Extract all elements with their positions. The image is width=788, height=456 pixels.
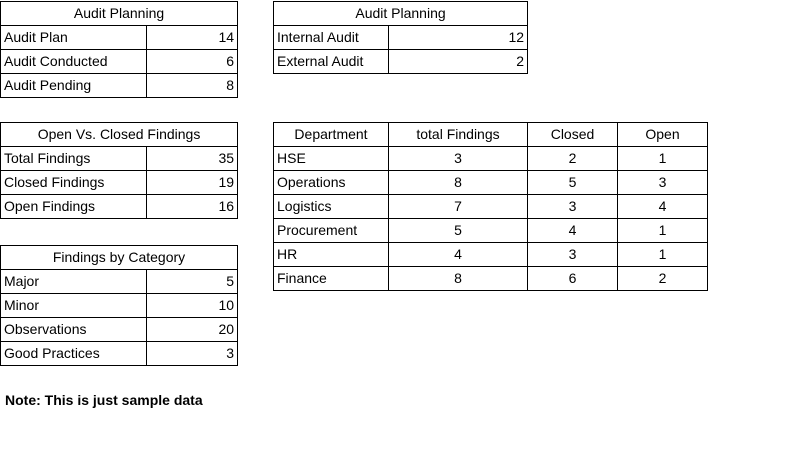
row-label: Good Practices [0,341,147,366]
table-row: HR 4 3 1 [273,242,708,267]
row-value: 16 [145,194,239,219]
open-value: 1 [617,242,708,267]
audit-planning-title: Audit Planning [0,1,239,26]
total-findings-value: 5 [388,218,528,243]
row-value: 19 [145,170,239,195]
row-value: 2 [387,49,529,74]
department-name: Procurement [273,218,389,243]
open-value: 3 [617,170,708,195]
open-value: 2 [617,266,708,291]
audit-planning-table: Audit Planning Audit Plan 14 Audit Condu… [0,1,239,98]
table-row: External Audit 2 [273,49,529,74]
row-label: Open Findings [0,194,147,219]
row-value: 8 [145,73,239,98]
department-name: HSE [273,146,389,171]
table-row: Observations 20 [0,317,239,342]
findings-by-category-title: Findings by Category [0,245,239,270]
closed-value: 2 [527,146,618,171]
department-name: Operations [273,170,389,195]
row-value: 20 [145,317,239,342]
row-value: 5 [145,269,239,294]
row-label: Closed Findings [0,170,147,195]
closed-value: 3 [527,194,618,219]
row-value: 6 [145,49,239,74]
row-value: 35 [145,146,239,171]
table-row: Procurement 5 4 1 [273,218,708,243]
column-header-department: Department [273,122,389,147]
department-findings-table: Department total Findings Closed Open HS… [273,122,708,291]
row-label: Audit Plan [0,25,147,50]
table-row: Minor 10 [0,293,239,318]
column-header-closed: Closed [527,122,618,147]
open-value: 1 [617,146,708,171]
sample-data-note: Note: This is just sample data [5,392,203,408]
row-value: 3 [145,341,239,366]
row-label: Internal Audit [273,25,389,50]
closed-value: 4 [527,218,618,243]
open-vs-closed-title: Open Vs. Closed Findings [0,122,239,147]
closed-value: 3 [527,242,618,267]
column-header-open: Open [617,122,708,147]
table-row: Good Practices 3 [0,341,239,366]
row-label: Audit Pending [0,73,147,98]
total-findings-value: 8 [388,266,528,291]
open-value: 4 [617,194,708,219]
table-row: Audit Plan 14 [0,25,239,50]
column-header-total-findings: total Findings [388,122,528,147]
table-row: Audit Pending 8 [0,73,239,98]
row-value: 12 [387,25,529,50]
audit-type-table: Audit Planning Internal Audit 12 Externa… [272,1,529,74]
row-label: External Audit [273,49,389,74]
row-value: 10 [145,293,239,318]
table-row: Finance 8 6 2 [273,266,708,291]
row-label: Total Findings [0,146,147,171]
department-name: HR [273,242,389,267]
row-label: Audit Conducted [0,49,147,74]
open-value: 1 [617,218,708,243]
table-row: Open Findings 16 [0,194,239,219]
row-label: Observations [0,317,147,342]
table-row: Operations 8 5 3 [273,170,708,195]
table-row: Total Findings 35 [0,146,239,171]
total-findings-value: 4 [388,242,528,267]
row-label: Minor [0,293,147,318]
audit-type-title: Audit Planning [272,1,529,26]
table-row: Logistics 7 3 4 [273,194,708,219]
table-row: Internal Audit 12 [273,25,529,50]
department-name: Logistics [273,194,389,219]
findings-by-category-table: Findings by Category Major 5 Minor 10 Ob… [0,245,239,366]
total-findings-value: 8 [388,170,528,195]
table-row: Audit Conducted 6 [0,49,239,74]
table-header-row: Department total Findings Closed Open [273,122,708,147]
row-label: Major [0,269,147,294]
department-name: Finance [273,266,389,291]
table-row: Closed Findings 19 [0,170,239,195]
total-findings-value: 7 [388,194,528,219]
total-findings-value: 3 [388,146,528,171]
table-row: Major 5 [0,269,239,294]
row-value: 14 [145,25,239,50]
open-vs-closed-table: Open Vs. Closed Findings Total Findings … [0,122,239,219]
table-row: HSE 3 2 1 [273,146,708,171]
closed-value: 6 [527,266,618,291]
closed-value: 5 [527,170,618,195]
